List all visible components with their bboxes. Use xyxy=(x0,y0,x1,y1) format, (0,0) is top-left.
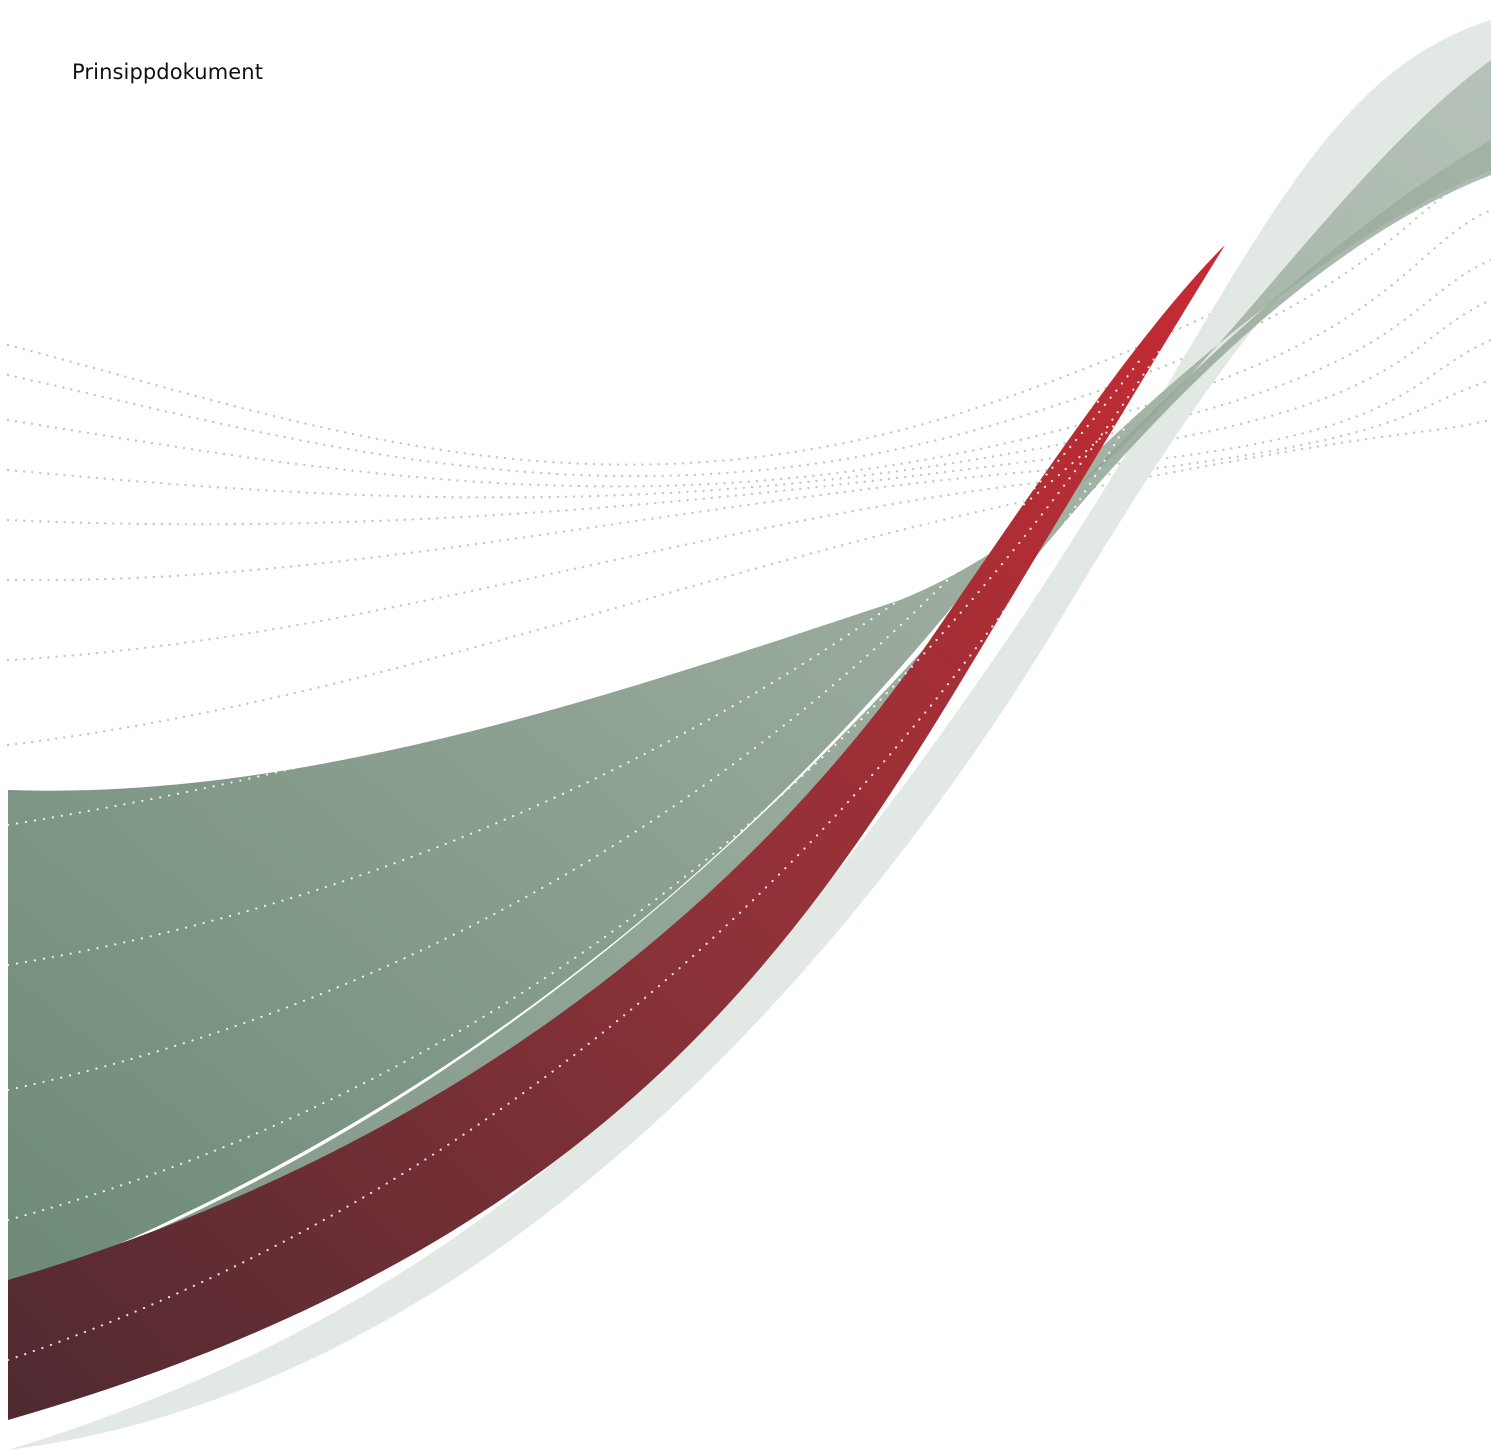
dotted-ribbon-lines xyxy=(6,328,1182,1362)
pale-ribbon xyxy=(8,20,1491,1450)
document-type-label: Prinsippdokument xyxy=(72,60,264,84)
green-ribbon xyxy=(8,60,1491,1290)
green-ribbon-shadow xyxy=(8,140,1491,1310)
red-ribbon xyxy=(8,245,1225,1420)
dotted-wave-lines xyxy=(6,128,1491,747)
